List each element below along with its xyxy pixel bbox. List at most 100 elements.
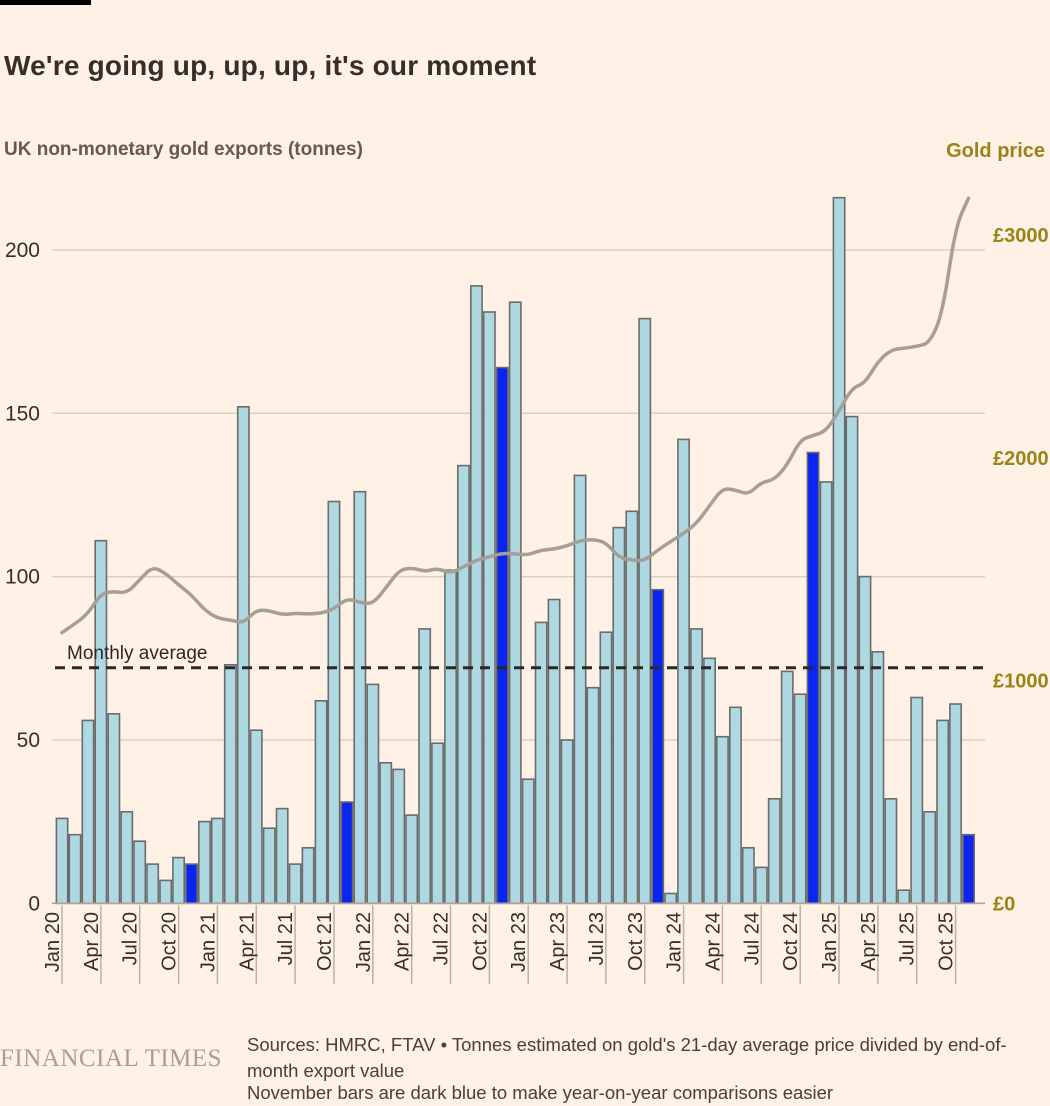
x-tick-label: Oct 20 xyxy=(159,912,181,971)
bar-sep-23 xyxy=(625,510,639,905)
x-tick-label: Jan 24 xyxy=(664,912,686,972)
bar-mar-25 xyxy=(858,575,872,905)
bar-jan-20 xyxy=(55,817,69,905)
bar-dec-24 xyxy=(819,481,833,905)
bar-dec-20 xyxy=(198,820,211,905)
bar-may-24 xyxy=(728,706,742,905)
bar-jan-25 xyxy=(832,196,846,905)
page-title: We're going up, up, up, it's our moment xyxy=(4,49,537,81)
bar-apr-22 xyxy=(405,814,419,905)
y-axis-label-left-150: 150 xyxy=(5,402,40,425)
bar-aug-23 xyxy=(612,526,626,905)
bar-sep-21 xyxy=(314,699,328,905)
x-tick-label: Apr 22 xyxy=(392,912,414,971)
x-tick-label: Jul 24 xyxy=(741,912,763,965)
bar-dec-22 xyxy=(508,301,522,905)
bar-may-25 xyxy=(884,797,898,905)
x-tick-label: Jul 25 xyxy=(897,912,919,965)
x-tick-label: Apr 23 xyxy=(547,912,569,971)
bar-mar-20 xyxy=(81,719,95,905)
bar-feb-24 xyxy=(690,628,704,905)
bar-may-22 xyxy=(418,628,432,905)
bar-oct-22 xyxy=(482,311,496,905)
bar-oct-21 xyxy=(327,500,341,905)
bar-nov-23 xyxy=(651,588,665,905)
gold-price-axis-title: Gold price xyxy=(946,140,1045,162)
x-tick-label: Oct 21 xyxy=(314,912,336,971)
bar-dec-23 xyxy=(664,892,678,905)
x-tick-label: Jan 23 xyxy=(508,912,530,972)
bar-aug-22 xyxy=(456,464,470,905)
bar-jul-24 xyxy=(754,866,768,905)
gold-price-line xyxy=(60,196,971,635)
bar-may-20 xyxy=(107,712,121,905)
bar-aug-21 xyxy=(301,846,315,905)
bar-oct-20 xyxy=(172,856,185,905)
financial-times-logo: FINANCIAL TIMES xyxy=(0,1045,223,1072)
bar-mar-24 xyxy=(703,657,717,905)
bar-jul-21 xyxy=(288,863,302,905)
bar-feb-21 xyxy=(223,663,237,905)
y-axis-label-left-50: 50 xyxy=(17,729,40,752)
x-tick-label: Jul 23 xyxy=(586,912,608,965)
bar-apr-24 xyxy=(715,735,729,905)
bar-feb-25 xyxy=(845,415,859,905)
bar-aug-24 xyxy=(767,797,781,905)
bar-nov-24 xyxy=(806,451,820,905)
x-tick-label: Oct 25 xyxy=(936,912,958,971)
bar-mar-22 xyxy=(392,768,406,905)
november-note: November bars are dark blue to make year… xyxy=(247,1082,834,1103)
x-tick-label: Apr 24 xyxy=(702,912,724,971)
bar-apr-21 xyxy=(249,729,263,905)
x-tick-label: Oct 23 xyxy=(625,912,647,971)
y-axis-label-left-200: 200 xyxy=(5,239,40,262)
bar-jun-23 xyxy=(586,686,600,905)
y-axis-label-right-3000: £3000 xyxy=(993,225,1049,247)
y-axis-label-right-2000: £2000 xyxy=(993,448,1049,470)
bar-nov-20 xyxy=(185,863,198,905)
x-tick-label: Jan 25 xyxy=(819,912,841,972)
bar-oct-24 xyxy=(793,693,807,905)
x-tick-label: Jan 20 xyxy=(42,912,64,972)
y-axis-label-left-0: 0 xyxy=(28,892,40,915)
bar-jun-21 xyxy=(275,807,289,905)
x-tick-label: Oct 24 xyxy=(780,912,802,971)
x-tick-label: Apr 20 xyxy=(81,912,103,971)
bar-nov-21 xyxy=(340,801,354,905)
bar-jan-23 xyxy=(521,778,535,905)
y-axis-label-right-0: £0 xyxy=(993,893,1015,915)
bar-apr-23 xyxy=(560,739,574,905)
x-tick-label: Apr 25 xyxy=(858,912,880,971)
x-tick-label: Jul 22 xyxy=(431,912,453,965)
bar-jan-22 xyxy=(366,683,380,905)
bar-jun-22 xyxy=(431,742,444,905)
bar-jun-20 xyxy=(120,810,134,905)
bar-sep-22 xyxy=(469,285,483,905)
bar-sep-20 xyxy=(159,879,173,905)
bar-mar-23 xyxy=(547,598,561,905)
bar-jul-25 xyxy=(910,696,924,905)
bar-jun-25 xyxy=(897,889,911,905)
bar-feb-22 xyxy=(379,761,393,905)
x-tick-label: Apr 21 xyxy=(236,912,258,971)
bar-jan-21 xyxy=(210,817,224,905)
y-axis-label-left-100: 100 xyxy=(5,566,40,589)
chart-subtitle: UK non-monetary gold exports (tonnes) xyxy=(4,139,363,160)
bar-feb-20 xyxy=(68,833,82,905)
x-tick-label: Jan 21 xyxy=(197,912,219,972)
bar-apr-25 xyxy=(871,650,885,905)
bar-jan-24 xyxy=(677,438,691,905)
bar-jul-23 xyxy=(599,631,613,905)
x-tick-label: Oct 22 xyxy=(469,912,491,971)
bar-jul-20 xyxy=(133,840,147,905)
bar-may-21 xyxy=(262,827,276,905)
bar-oct-23 xyxy=(638,317,652,905)
source-note: Sources: HMRC, FTAV • Tonnes estimated o… xyxy=(247,1034,1007,1081)
bar-nov-25 xyxy=(962,833,976,905)
bar-dec-21 xyxy=(353,490,367,905)
x-tick-label: Jul 20 xyxy=(120,912,142,965)
bar-mar-21 xyxy=(236,405,250,905)
x-tick-label: Jan 22 xyxy=(353,912,375,972)
bar-jul-22 xyxy=(444,569,457,905)
top-accent-bar xyxy=(0,0,91,5)
